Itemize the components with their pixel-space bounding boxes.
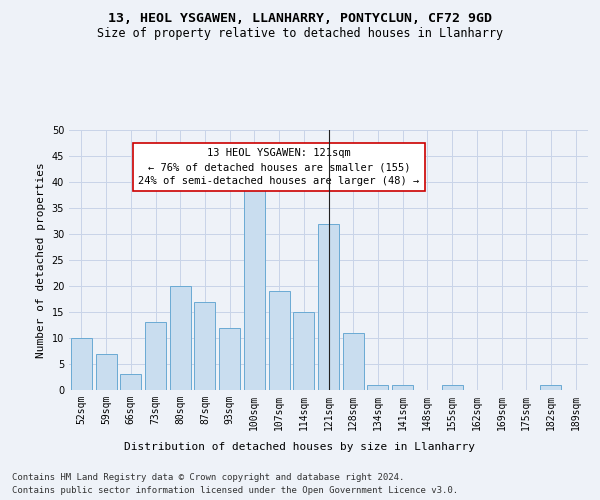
Bar — [71, 338, 92, 390]
Bar — [219, 328, 240, 390]
Bar — [541, 385, 562, 390]
Text: Size of property relative to detached houses in Llanharry: Size of property relative to detached ho… — [97, 28, 503, 40]
Bar — [95, 354, 116, 390]
Text: 13 HEOL YSGAWEN: 121sqm
← 76% of detached houses are smaller (155)
24% of semi-d: 13 HEOL YSGAWEN: 121sqm ← 76% of detache… — [139, 148, 419, 186]
Y-axis label: Number of detached properties: Number of detached properties — [36, 162, 46, 358]
Bar — [293, 312, 314, 390]
Bar — [170, 286, 191, 390]
Text: Distribution of detached houses by size in Llanharry: Distribution of detached houses by size … — [125, 442, 476, 452]
Bar — [392, 385, 413, 390]
Bar — [120, 374, 141, 390]
Bar — [244, 182, 265, 390]
Text: 13, HEOL YSGAWEN, LLANHARRY, PONTYCLUN, CF72 9GD: 13, HEOL YSGAWEN, LLANHARRY, PONTYCLUN, … — [108, 12, 492, 26]
Bar — [194, 302, 215, 390]
Bar — [343, 333, 364, 390]
Bar — [367, 385, 388, 390]
Bar — [318, 224, 339, 390]
Bar — [442, 385, 463, 390]
Text: Contains HM Land Registry data © Crown copyright and database right 2024.: Contains HM Land Registry data © Crown c… — [12, 472, 404, 482]
Bar — [145, 322, 166, 390]
Bar — [269, 291, 290, 390]
Text: Contains public sector information licensed under the Open Government Licence v3: Contains public sector information licen… — [12, 486, 458, 495]
